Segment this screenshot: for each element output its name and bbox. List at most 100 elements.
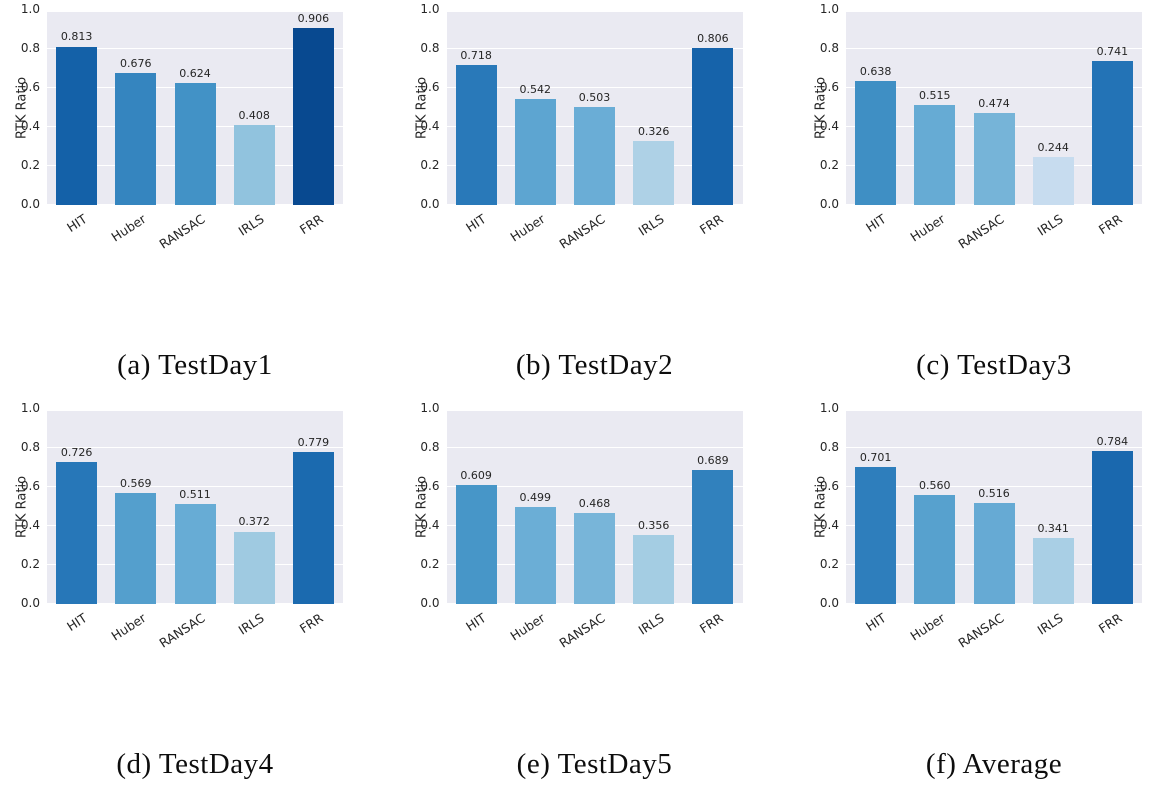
bar-value-label: 0.515 <box>919 88 951 102</box>
gridline <box>846 485 1142 487</box>
x-tick-label: IRLS <box>635 211 667 239</box>
y-tick-label: 0.0 <box>819 596 839 610</box>
y-tick-label: 0.8 <box>420 41 440 55</box>
plot-area <box>446 409 743 604</box>
gridline <box>47 10 343 12</box>
y-axis-label: RTK Ratio <box>813 76 829 139</box>
y-tick-label: 0.2 <box>420 158 440 172</box>
bar <box>914 494 956 604</box>
y-tick-label: 0.8 <box>819 440 839 454</box>
y-tick-label: 0.0 <box>420 197 440 211</box>
bar-value-label: 0.624 <box>179 67 211 81</box>
x-tick-label: IRLS <box>1034 211 1066 239</box>
y-tick-label: 0.8 <box>420 440 440 454</box>
plot-area <box>47 10 343 205</box>
bar-value-label: 0.689 <box>697 453 729 467</box>
y-tick-label: 0.6 <box>819 479 839 493</box>
x-tick-label: HIT <box>463 610 489 635</box>
bar <box>514 506 556 604</box>
gridline <box>446 10 743 12</box>
bar-chart-cell: RTK Ratio (d) TestDay4 0.0 0.2 0.4 0.6 0.8 1.… <box>0 399 384 798</box>
bar-chart-cell: RTK Ratio (b) TestDay2 0.0 0.2 0.4 0.6 0.8 1.… <box>400 0 784 399</box>
bar-value-label: 0.244 <box>1037 141 1069 155</box>
chart-caption: (e) TestDay5 <box>516 748 673 780</box>
x-tick-label: IRLS <box>235 610 267 638</box>
y-tick-label: 0.6 <box>20 80 40 94</box>
bar <box>1032 537 1074 604</box>
x-tick-label: FRR <box>297 610 327 637</box>
y-tick-label: 0.2 <box>819 557 839 571</box>
x-tick-label: Huber <box>108 211 149 245</box>
bar-value-label: 0.779 <box>297 436 330 450</box>
y-axis-label: RTK Ratio <box>414 76 429 139</box>
y-tick-label: 0.8 <box>819 41 839 55</box>
y-axis-label: RTK Ratio <box>14 76 30 139</box>
chart-caption: (b) TestDay2 <box>515 349 674 381</box>
bar <box>56 462 98 604</box>
y-tick-label: 1.0 <box>20 2 40 16</box>
bar-value-label: 0.560 <box>919 478 951 492</box>
bar-value-label: 0.341 <box>1037 521 1069 535</box>
y-axis-label: RTK Ratio <box>14 475 30 538</box>
bar <box>855 467 897 604</box>
x-tick-label: IRLS <box>635 610 667 638</box>
gridline <box>446 409 743 411</box>
bar-value-label: 0.372 <box>238 515 270 529</box>
chart-caption: (a) TestDay1 <box>117 349 273 381</box>
y-axis-label: RTK Ratio <box>414 475 429 538</box>
bar-value-label: 0.741 <box>1096 44 1129 58</box>
bar <box>174 504 216 604</box>
bar-value-label: 0.638 <box>859 64 892 78</box>
bar-chart-cell: RTK Ratio (f) Average 0.0 0.2 0.4 0.6 0.8 1.0… <box>799 399 1152 798</box>
x-tick-label: FRR <box>696 211 726 238</box>
gridline <box>47 446 343 448</box>
bar <box>292 28 334 205</box>
bar <box>233 125 275 205</box>
bar <box>1091 451 1133 604</box>
x-tick-label: RANSAC <box>555 610 608 651</box>
y-tick-label: 0.2 <box>819 158 839 172</box>
bar <box>855 80 897 205</box>
y-axis-label: RTK Ratio <box>813 475 829 538</box>
bar-chart-cell: RTK Ratio (c) TestDay3 0.0 0.2 0.4 0.6 0.8 1.… <box>799 0 1152 399</box>
x-tick-label: RANSAC <box>955 610 1007 651</box>
bar <box>56 46 98 205</box>
gridline <box>47 409 343 411</box>
y-tick-label: 0.6 <box>420 479 440 493</box>
bar-chart-cell: RTK Ratio (e) TestDay5 0.0 0.2 0.4 0.6 0.8 1.… <box>400 399 784 798</box>
chart-caption: (d) TestDay4 <box>116 748 274 780</box>
bar <box>455 65 497 205</box>
bar <box>1032 157 1074 205</box>
bar-value-label: 0.784 <box>1096 435 1129 449</box>
bar <box>115 73 157 205</box>
y-tick-label: 0.4 <box>20 518 40 532</box>
gridline <box>446 446 743 448</box>
gridline <box>846 47 1142 49</box>
y-tick-label: 0.4 <box>819 119 839 133</box>
bar <box>633 534 675 604</box>
y-tick-label: 0.6 <box>420 80 440 94</box>
y-tick-label: 0.4 <box>20 119 40 133</box>
chart-caption: (f) Average <box>925 748 1063 780</box>
plot-area <box>846 10 1142 205</box>
gridline <box>446 47 743 49</box>
bar-value-label: 0.356 <box>637 518 670 532</box>
bar-value-label: 0.468 <box>578 496 611 510</box>
bar <box>514 99 556 205</box>
gridline <box>846 10 1142 12</box>
x-tick-label: Huber <box>108 610 149 644</box>
bar-value-label: 0.474 <box>978 96 1010 110</box>
x-tick-label: RANSAC <box>955 211 1007 252</box>
y-tick-label: 1.0 <box>20 401 40 415</box>
bar-value-label: 0.906 <box>297 12 330 26</box>
bar-value-label: 0.408 <box>238 109 270 123</box>
bar-value-label: 0.609 <box>460 469 492 483</box>
y-tick-label: 0.2 <box>420 557 440 571</box>
y-tick-label: 1.0 <box>420 2 440 16</box>
bar <box>1091 60 1133 205</box>
y-tick-label: 0.8 <box>20 41 40 55</box>
y-tick-label: 0.0 <box>420 596 440 610</box>
x-tick-label: Huber <box>907 610 948 644</box>
bar-chart-cell: RTK Ratio (a) TestDay1 0.0 0.2 0.4 0.6 0.8 1.… <box>0 0 384 399</box>
